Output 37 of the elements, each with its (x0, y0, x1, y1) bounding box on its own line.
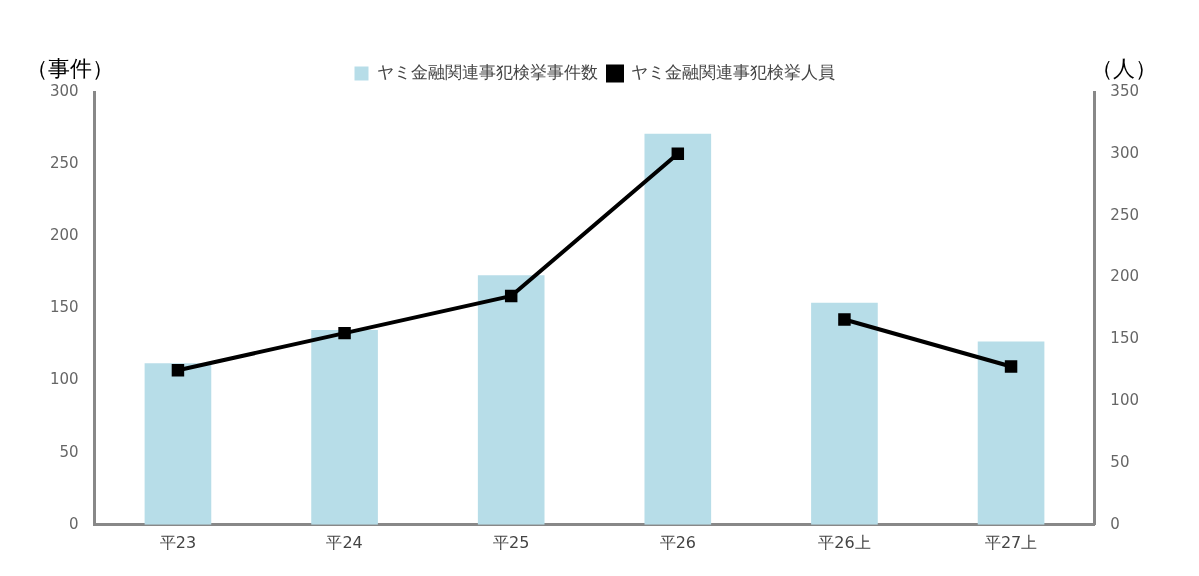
y-tick-label: 50 (59, 442, 79, 461)
y-tick-label: 300 (49, 81, 79, 100)
bar (644, 133, 712, 525)
x-tick-label: 平26上 (818, 532, 871, 552)
point (671, 147, 685, 161)
point (338, 326, 351, 340)
y2-tick-label: 300 (1110, 143, 1140, 162)
point (1004, 360, 1018, 373)
point (838, 313, 851, 326)
y2-tick-label: 350 (1110, 81, 1140, 100)
bar (477, 275, 545, 525)
y2-axis-title: （人） (1091, 55, 1157, 81)
y-tick-label: 200 (49, 226, 79, 245)
bar (977, 341, 1045, 525)
y2-tick-label: 50 (1110, 452, 1130, 471)
x-tick-label: 平26 (659, 532, 696, 552)
bar (311, 330, 378, 525)
y2-tick-label: 100 (1110, 391, 1140, 410)
x-tick-label: 平24 (326, 532, 363, 552)
y-tick-label: 0 (69, 514, 79, 533)
y2-tick-label: 150 (1110, 329, 1140, 348)
y-tick-label: 150 (49, 298, 79, 317)
legend-label: ヤミ金融関連事犯検挙事件数 (377, 61, 598, 82)
y-tick-label: 100 (49, 370, 79, 389)
x-tick-label: 平23 (159, 532, 197, 552)
y-tick-label: 250 (49, 154, 79, 173)
legend-label: ヤミ金融関連事犯検挙人員 (630, 61, 835, 82)
point (171, 363, 185, 377)
y-axis-title: （事件） (26, 55, 114, 81)
y2-tick-label: 0 (1110, 514, 1120, 533)
x-tick-label: 平27上 (984, 532, 1038, 552)
point (504, 289, 518, 303)
y2-tick-label: 250 (1110, 205, 1140, 224)
x-tick-label: 平25 (493, 532, 530, 552)
bar (811, 302, 878, 525)
y2-tick-label: 200 (1110, 267, 1140, 286)
bar (144, 363, 212, 525)
